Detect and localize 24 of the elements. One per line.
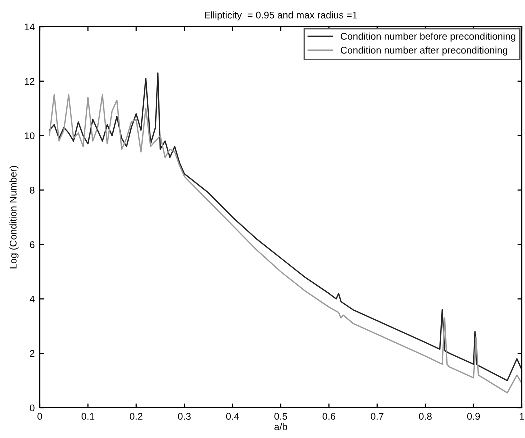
legend-label: Condition number before preconditioning (341, 32, 516, 42)
y-tick-label: 0 (30, 404, 35, 412)
y-axis-title: Log (Condition Number) (10, 166, 19, 269)
x-tick-label: 0 (38, 413, 42, 420)
chart-title: Ellipticity = 0.95 and max radius =1 (205, 12, 358, 21)
y-tick-label: 2 (30, 350, 35, 358)
x-tick-label: 0.5 (274, 413, 288, 420)
x-tick-label: 0.8 (419, 413, 432, 420)
x-axis-title: a/b (274, 423, 288, 430)
x-tick-label: 0.9 (467, 413, 480, 420)
x-tick-label: 0.4 (226, 413, 240, 420)
y-tick-label: 12 (25, 78, 35, 85)
x-tick-label: 0.3 (178, 413, 191, 420)
y-tick-label: 10 (25, 132, 35, 140)
x-tick-label: 1 (520, 413, 524, 420)
y-tick-label: 14 (25, 24, 35, 31)
y-tick-label: 6 (30, 241, 35, 248)
y-tick-label: 4 (30, 296, 35, 303)
legend-label: Condition number after preconditioning (341, 46, 508, 56)
x-tick-label: 0.6 (322, 413, 336, 420)
x-tick-label: 0.7 (371, 413, 384, 420)
x-tick-label: 0.1 (82, 413, 94, 420)
x-tick-label: 0.2 (130, 413, 143, 420)
y-tick-label: 8 (30, 187, 35, 194)
